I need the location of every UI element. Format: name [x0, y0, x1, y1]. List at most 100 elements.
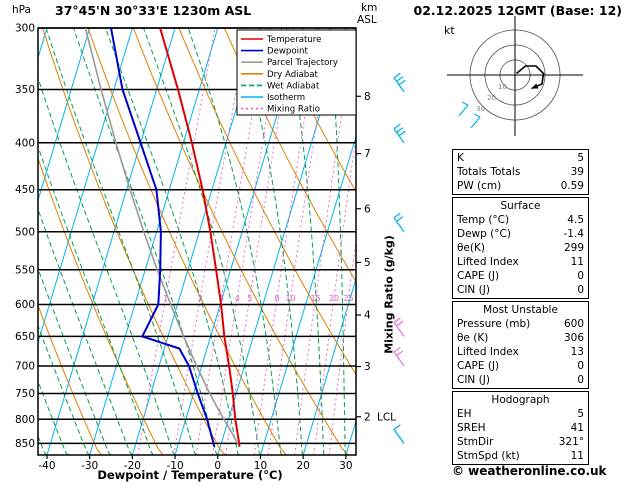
mixing-ratio-label: 10	[285, 294, 295, 303]
km-tick-label: 5	[364, 257, 371, 269]
indices-box-title: Most Unstable	[483, 304, 558, 316]
mixing-ratio-label: 8	[274, 294, 279, 303]
index-row: CIN (J) 0	[457, 373, 584, 387]
index-label: EH	[457, 408, 472, 420]
index-value: 13	[570, 346, 584, 358]
mixing-ratio-label: 5	[247, 294, 252, 303]
legend-label: Mixing Ratio	[267, 105, 320, 115]
legend-label: Isotherm	[267, 93, 305, 103]
wind-barb	[393, 72, 406, 93]
skewt-chart: 1 2 3 4 5 8 10 15 20 2530035040045050055060065070…	[15, 23, 406, 472]
wind-barb	[393, 424, 405, 444]
index-value: 0.59	[560, 180, 584, 192]
km-tick-label: 8	[364, 91, 371, 103]
temp-axis: -40 -30 -20 -10 0 10 20 30	[38, 455, 353, 472]
index-value: 306	[563, 332, 584, 344]
index-value: 4.5	[567, 214, 584, 226]
temperature-line	[159, 28, 241, 447]
legend-label: Temperature	[266, 35, 321, 45]
km-tick-label: 2	[364, 411, 371, 423]
plot-frame	[37, 27, 357, 456]
index-label: Temp (°C)	[457, 214, 510, 226]
pressure-tick-label: 650	[15, 331, 35, 343]
index-row: Temp (°C) 4.5	[457, 213, 584, 227]
pressure-tick-label: 450	[15, 184, 35, 196]
index-value: 41	[570, 422, 584, 434]
index-row: Totals Totals 39	[457, 165, 584, 179]
temp-tick-label: 0	[214, 460, 221, 472]
mixing-ratio-label: 4	[235, 294, 240, 303]
km-tick-label: 7	[364, 148, 371, 160]
km-tick-label: 4	[364, 309, 371, 321]
index-value: -1.4	[563, 228, 585, 240]
wind-barbs	[393, 72, 406, 444]
mixing-ratio-lines	[137, 28, 356, 455]
index-row: SREH 41	[457, 421, 584, 435]
index-row: StmSpd (kt) 11	[457, 449, 584, 463]
pressure-unit-label: hPa	[12, 4, 31, 16]
mixing-ratio-label: 1	[163, 294, 168, 303]
index-label: Lifted Index	[457, 346, 519, 358]
pressure-tick-label: 800	[15, 414, 35, 426]
index-row: Lifted Index 11	[457, 255, 584, 269]
wind-barb	[393, 317, 405, 337]
index-row: Pressure (mb) 600	[457, 317, 584, 331]
hodograph-wind-barb	[470, 113, 481, 129]
dewpoint-line	[110, 28, 216, 447]
hodograph-arrow	[531, 83, 539, 89]
hodograph-ring	[469, 29, 561, 121]
index-label: StmDir	[457, 436, 494, 448]
station-title: 37°45'N 30°33'E 1230m ASL	[55, 3, 252, 18]
index-label: Lifted Index	[457, 256, 519, 268]
legend-label: Dewpoint	[267, 47, 308, 57]
hodograph-ring	[499, 59, 531, 91]
pressure-tick-label: 550	[15, 264, 35, 276]
index-value: 11	[570, 256, 584, 268]
wind-barb	[393, 346, 405, 367]
pressure-tick-label: 850	[15, 438, 35, 450]
altitude-unit-km: km	[361, 2, 378, 14]
index-value: 0	[577, 374, 584, 386]
temp-tick-label: -20	[124, 460, 141, 472]
index-value: 0	[577, 284, 584, 296]
index-row: Dewp (°C) -1.4	[457, 227, 584, 241]
index-row: Lifted Index 13	[457, 345, 584, 359]
index-row: CIN (J) 0	[457, 283, 584, 297]
index-row: θe(K) 299	[457, 241, 584, 255]
temp-tick-label: 10	[254, 460, 267, 472]
x-axis-title: Dewpoint / Temperature (°C)	[97, 468, 283, 482]
pressure-tick-label: 750	[15, 388, 35, 400]
mixing-ratio-label: 2	[198, 294, 203, 303]
hodograph-ring-label: 30	[476, 105, 485, 113]
index-value: 11	[570, 450, 584, 462]
wet-adiabat-lines	[38, 28, 347, 455]
indices-box-general: K 5 Totals Totals 39 PW (cm) 0.59	[452, 149, 589, 195]
hodograph-ring-label: 10	[498, 83, 507, 91]
temp-tick-label: -10	[166, 460, 183, 472]
datetime-label: 02.12.2025 12GMT (Base: 12)	[413, 3, 622, 18]
pressure-tick-label: 350	[15, 84, 35, 96]
pressure-tick-label: 500	[15, 226, 35, 238]
index-row: PW (cm) 0.59	[457, 179, 584, 193]
hodograph-ring-label: 20	[487, 94, 496, 102]
legend-label: Dry Adiabat	[267, 70, 319, 80]
pressure-tick-label: 700	[15, 360, 35, 372]
mixing-ratio-label: 20	[329, 294, 339, 303]
index-value: 5	[577, 152, 584, 164]
index-row: CAPE (J) 0	[457, 359, 584, 373]
km-axis: 8 7 6 5 4 3 2 LCL	[356, 91, 396, 423]
index-label: θe (K)	[457, 332, 489, 344]
wind-barb	[393, 123, 406, 144]
pressure-tick-label: 300	[15, 23, 35, 35]
index-row: StmDir 321°	[457, 435, 584, 449]
index-label: Totals Totals	[457, 166, 521, 178]
copyright: © weatheronline.co.uk	[452, 464, 607, 478]
index-value: 299	[563, 242, 584, 254]
pressure-tick-label: 600	[15, 299, 35, 311]
lcl-label: LCL	[377, 411, 396, 423]
index-value: 0	[577, 270, 584, 282]
index-label: CIN (J)	[457, 284, 490, 296]
index-value: 321°	[558, 436, 584, 448]
